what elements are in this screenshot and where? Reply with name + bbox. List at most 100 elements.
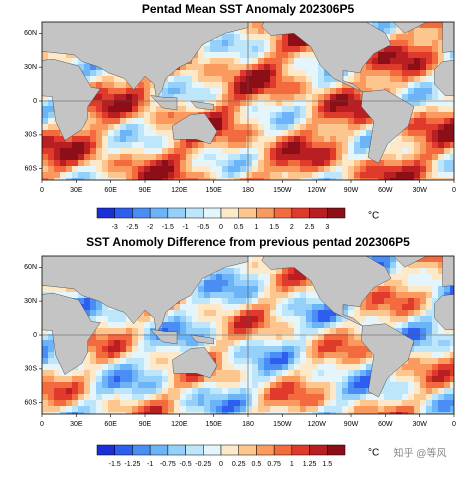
sst-cell xyxy=(72,58,78,64)
sst-cell xyxy=(120,142,126,148)
sst-cell xyxy=(330,412,336,414)
sst-cell xyxy=(270,142,276,148)
sst-cell xyxy=(294,118,300,124)
sst-cell xyxy=(108,388,114,394)
sst-cell xyxy=(198,376,204,382)
sst-cell xyxy=(204,94,210,100)
sst-cell xyxy=(162,328,168,334)
sst-cell xyxy=(210,58,216,64)
sst-cell xyxy=(390,310,396,316)
sst-cell xyxy=(324,148,330,154)
sst-cell xyxy=(354,412,360,414)
sst-cell xyxy=(330,388,336,394)
sst-cell xyxy=(360,172,366,178)
sst-cell xyxy=(300,178,306,180)
sst-cell xyxy=(408,28,414,34)
sst-cell xyxy=(162,340,168,346)
sst-cell xyxy=(150,316,156,322)
sst-cell xyxy=(438,286,444,292)
lat-label: 30S xyxy=(25,366,38,373)
sst-cell xyxy=(438,130,444,136)
sst-cell xyxy=(426,88,432,94)
sst-cell xyxy=(270,346,276,352)
sst-cell xyxy=(114,124,120,130)
sst-cell xyxy=(354,82,360,88)
sst-cell xyxy=(48,136,54,142)
sst-cell xyxy=(264,394,270,400)
sst-cell xyxy=(294,274,300,280)
sst-cell xyxy=(228,358,234,364)
sst-cell xyxy=(390,22,396,28)
sst-cell xyxy=(90,112,96,118)
sst-cell xyxy=(162,112,168,118)
sst-cell xyxy=(408,34,414,40)
sst-cell xyxy=(282,136,288,142)
sst-cell xyxy=(336,88,342,94)
sst-cell xyxy=(222,112,228,118)
sst-cell xyxy=(234,346,240,352)
sst-cell xyxy=(354,358,360,364)
sst-cell xyxy=(162,178,168,180)
sst-cell xyxy=(222,316,228,322)
sst-cell xyxy=(216,382,222,388)
sst-cell xyxy=(96,334,102,340)
sst-cell xyxy=(234,316,240,322)
sst-cell xyxy=(150,100,156,106)
sst-cell xyxy=(450,340,454,346)
sst-cell xyxy=(66,142,72,148)
sst-cell xyxy=(420,76,426,82)
sst-cell xyxy=(366,406,372,412)
sst-cell xyxy=(444,400,450,406)
sst-cell xyxy=(312,142,318,148)
sst-cell xyxy=(426,346,432,352)
sst-cell xyxy=(222,124,228,130)
sst-cell xyxy=(78,364,84,370)
sst-cell xyxy=(264,64,270,70)
sst-cell xyxy=(156,352,162,358)
sst-cell xyxy=(198,178,204,180)
sst-cell xyxy=(90,178,96,180)
sst-cell xyxy=(48,154,54,160)
sst-cell xyxy=(426,298,432,304)
sst-cell xyxy=(216,304,222,310)
sst-cell xyxy=(228,316,234,322)
sst-cell xyxy=(270,52,276,58)
sst-cell xyxy=(270,82,276,88)
sst-cell xyxy=(126,130,132,136)
sst-cell xyxy=(78,178,84,180)
sst-cell xyxy=(210,166,216,172)
sst-cell xyxy=(258,262,264,268)
sst-cell xyxy=(114,328,120,334)
sst-cell xyxy=(432,64,438,70)
sst-cell xyxy=(180,148,186,154)
sst-cell xyxy=(144,100,150,106)
sst-cell xyxy=(360,382,366,388)
sst-cell xyxy=(426,262,432,268)
sst-cell xyxy=(450,142,454,148)
sst-cell xyxy=(294,382,300,388)
sst-cell xyxy=(234,136,240,142)
sst-cell xyxy=(84,124,90,130)
sst-cell xyxy=(378,406,384,412)
sst-cell xyxy=(114,400,120,406)
sst-cell xyxy=(420,292,426,298)
sst-cell xyxy=(42,328,48,334)
sst-cell xyxy=(186,400,192,406)
sst-cell xyxy=(90,400,96,406)
sst-cell xyxy=(270,88,276,94)
sst-cell xyxy=(66,154,72,160)
sst-cell xyxy=(138,334,144,340)
sst-cell xyxy=(204,46,210,52)
sst-cell xyxy=(246,292,252,298)
sst-cell xyxy=(216,136,222,142)
sst-cell xyxy=(258,340,264,346)
sst-cell xyxy=(366,82,372,88)
sst-cell xyxy=(204,334,210,340)
sst-cell xyxy=(312,124,318,130)
sst-cell xyxy=(228,280,234,286)
sst-cell xyxy=(300,76,306,82)
sst-cell xyxy=(450,94,454,100)
sst-cell xyxy=(240,340,246,346)
sst-cell xyxy=(222,304,228,310)
sst-cell xyxy=(258,76,264,82)
